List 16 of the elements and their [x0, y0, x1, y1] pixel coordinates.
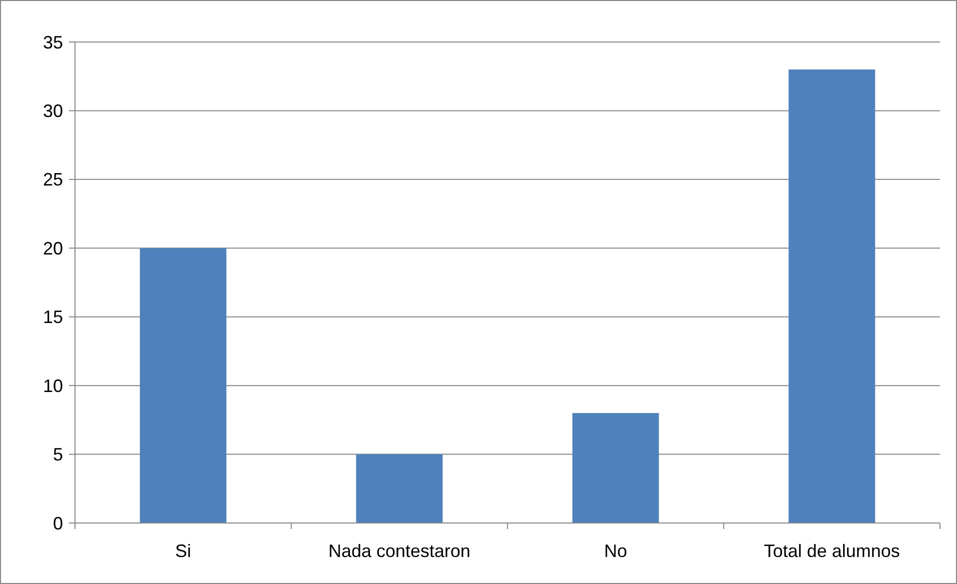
y-tick-label: 15 — [42, 307, 63, 328]
bar — [788, 69, 876, 523]
bar — [140, 248, 226, 523]
x-tick-label: Total de alumnos — [764, 541, 900, 561]
y-tick-label: 0 — [52, 513, 63, 534]
bar — [572, 413, 659, 523]
y-tick-label: 35 — [42, 32, 63, 52]
y-tick-label: 5 — [52, 444, 63, 465]
y-tick-label: 10 — [42, 376, 63, 396]
y-tick-label: 25 — [42, 170, 63, 190]
x-tick-label: Nada contestaron — [328, 541, 470, 561]
x-tick-label: No — [604, 541, 628, 561]
x-tick-label: Si — [175, 541, 192, 561]
y-tick-label: 30 — [42, 101, 63, 122]
y-tick-label: 20 — [42, 238, 63, 258]
bar — [356, 454, 443, 523]
